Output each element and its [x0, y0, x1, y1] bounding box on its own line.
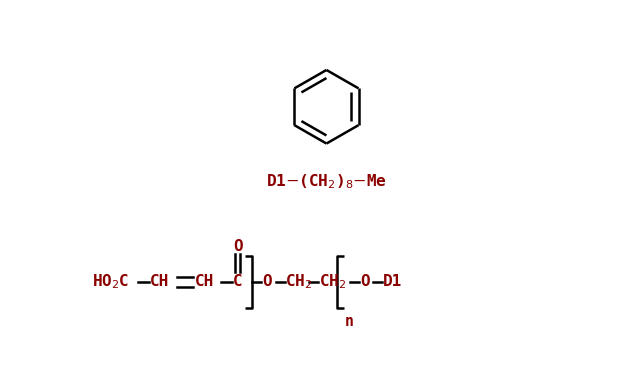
Text: O: O [262, 274, 272, 289]
Text: CH: CH [150, 274, 169, 289]
Text: D1: D1 [383, 274, 403, 289]
Text: CH$_2$: CH$_2$ [318, 273, 346, 291]
Text: n: n [345, 314, 354, 329]
Text: CH: CH [195, 274, 214, 289]
Text: O: O [233, 240, 243, 254]
Text: HO$_2$C: HO$_2$C [92, 273, 129, 291]
Text: C: C [233, 274, 243, 289]
Text: CH$_2$: CH$_2$ [285, 273, 313, 291]
Text: O: O [360, 274, 369, 289]
Text: D1$-$(CH$_2$)$_8$$-$Me: D1$-$(CH$_2$)$_8$$-$Me [266, 172, 387, 191]
